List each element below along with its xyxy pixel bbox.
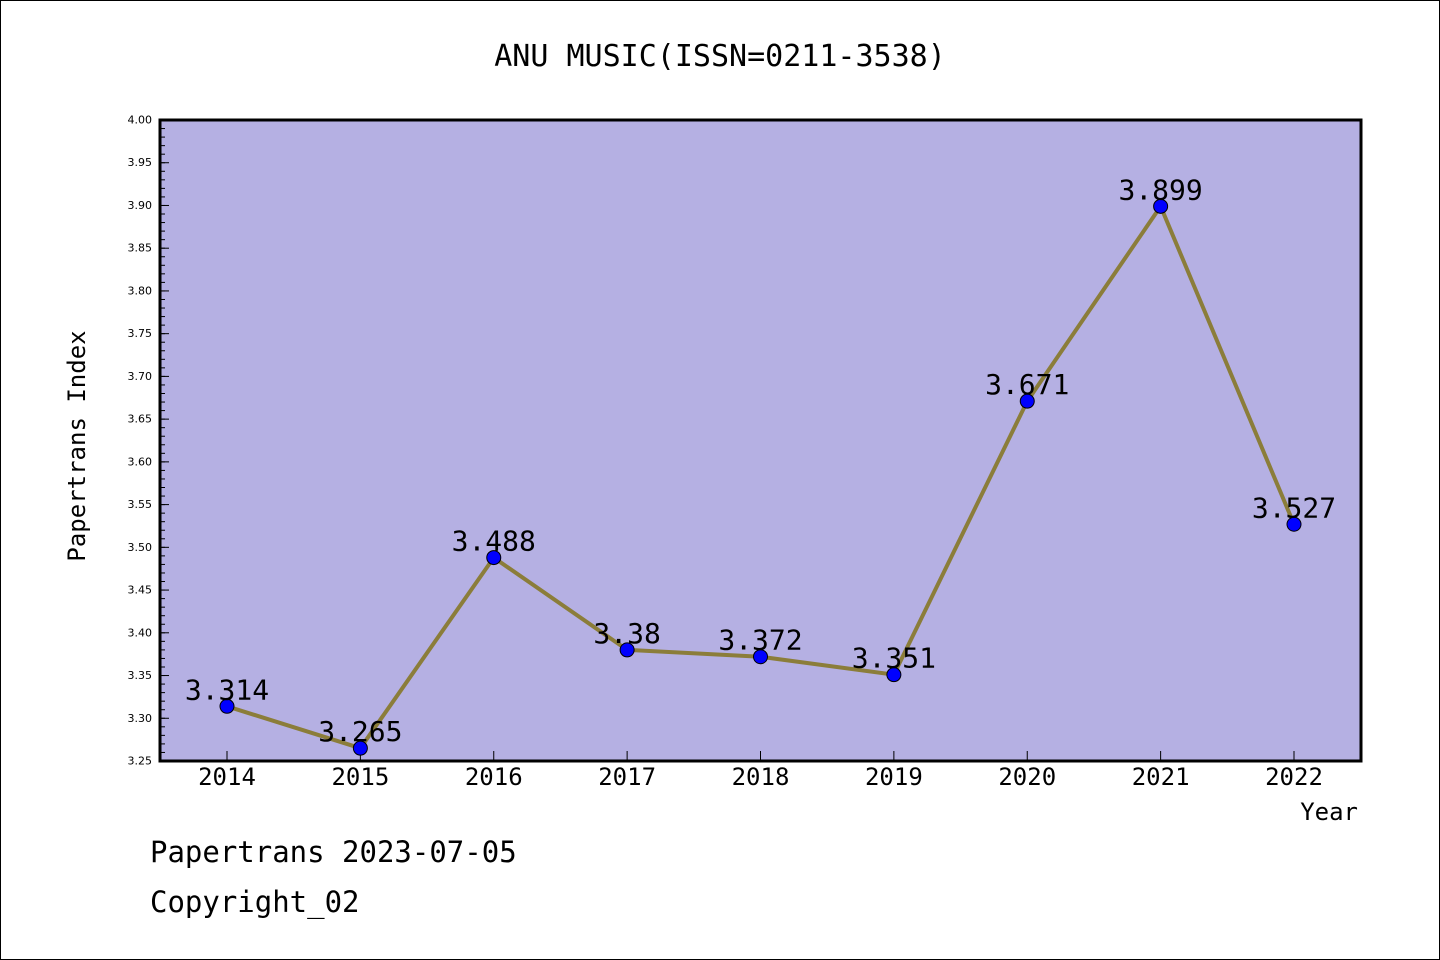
data-label: 3.314 [185, 673, 269, 706]
x-tick-label: 2015 [331, 763, 389, 791]
y-tick-label: 3.80 [128, 284, 153, 297]
x-tick-label: 2019 [865, 763, 923, 791]
y-tick-label: 3.60 [128, 455, 153, 468]
y-tick-label: 3.95 [128, 156, 153, 169]
y-tick-label: 3.25 [128, 755, 153, 768]
y-tick-label: 3.75 [128, 327, 153, 340]
y-tick-label: 3.45 [128, 584, 153, 597]
data-point [886, 667, 902, 683]
y-tick-label: 3.85 [128, 242, 153, 255]
footer-date-line: Papertrans 2023-07-05 [150, 835, 517, 869]
footer-copyright-line: Copyright_02 [150, 885, 360, 919]
x-tick-label: 2021 [1132, 763, 1190, 791]
y-tick-label: 3.65 [128, 413, 153, 426]
data-point [753, 649, 768, 665]
data-label: 3.899 [1118, 173, 1202, 206]
x-axis: 2014 2015 2016 2017 2018 2019 2020 2021 2022 [198, 751, 1323, 791]
data-point [219, 698, 235, 714]
x-tick-label: 2014 [198, 763, 256, 791]
data-point [1019, 393, 1035, 409]
y-tick-label: 3.40 [128, 626, 153, 639]
y-tick-label: 3.70 [128, 370, 153, 383]
data-label: 3.351 [852, 642, 936, 675]
y-axis: 3.25 3.30 3.35 3.40 3.45 3.50 3.55 3.60 3.65 3.70… [128, 114, 169, 768]
data-point [486, 550, 502, 566]
y-tick-label: 4.00 [128, 114, 153, 127]
data-point [1153, 198, 1169, 214]
data-point [619, 642, 635, 658]
data-label: 3.372 [718, 624, 802, 657]
y-tick-label: 3.35 [128, 669, 153, 682]
data-label: 3.488 [452, 525, 536, 558]
data-label: 3.265 [318, 715, 402, 748]
plot-area [158, 118, 1363, 763]
x-tick-label: 2016 [465, 763, 523, 791]
x-axis-title: Year [1300, 798, 1358, 826]
data-label: 3.671 [985, 368, 1069, 401]
series-line: 3.314 3.265 3.488 3.38 3.372 3.351 3.671 3.899 3… [185, 173, 1336, 756]
y-tick-label: 3.50 [128, 541, 153, 554]
y-axis-title: Papertrans Index [63, 330, 91, 561]
y-tick-label: 3.55 [128, 498, 153, 511]
chart-title: ANU MUSIC(ISSN=0211-3538) [494, 39, 946, 74]
x-tick-label: 2018 [732, 763, 790, 791]
data-label: 3.38 [593, 617, 660, 650]
x-tick-label: 2020 [998, 763, 1056, 791]
data-label: 3.527 [1252, 491, 1336, 524]
data-point [1286, 516, 1302, 532]
y-tick-label: 3.90 [128, 199, 153, 212]
data-point [352, 740, 368, 756]
x-tick-label: 2022 [1265, 763, 1323, 791]
x-tick-label: 2017 [598, 763, 656, 791]
y-tick-label: 3.30 [128, 712, 153, 725]
